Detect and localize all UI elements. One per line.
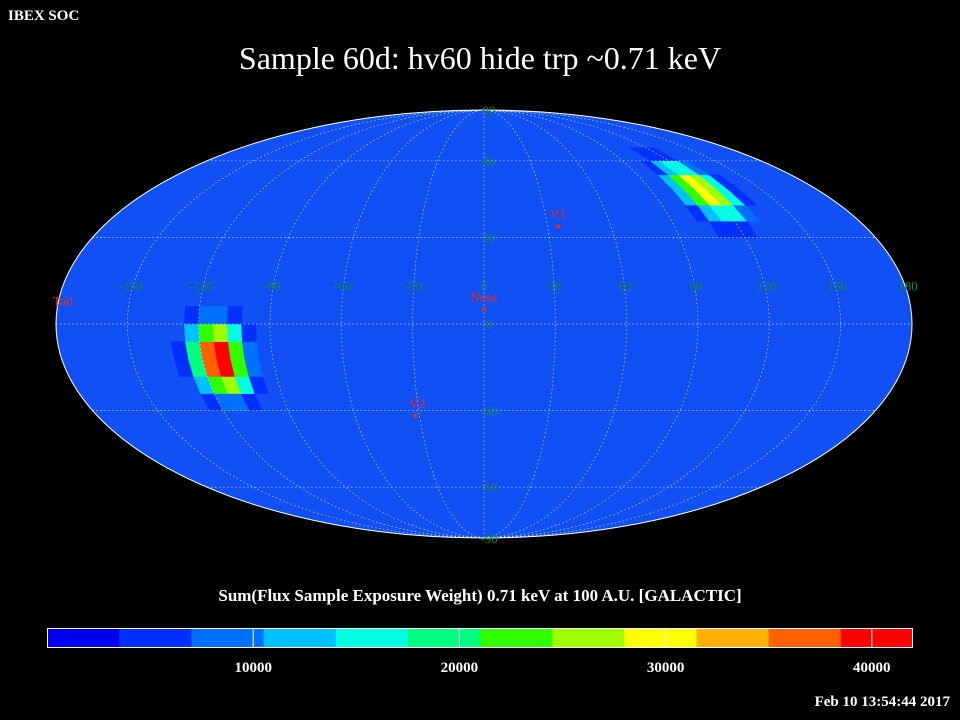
marker-dot-nose xyxy=(482,307,486,312)
marker-label-v2: V2 xyxy=(409,396,425,411)
latitude-label: 60 xyxy=(483,154,496,169)
meridian-line xyxy=(483,110,556,538)
timestamp: Feb 10 13:54:44 2017 xyxy=(814,694,950,710)
longitude-label: 150 xyxy=(828,279,848,294)
longitude-label: -60 xyxy=(334,279,351,294)
org-label: IBEX SOC xyxy=(8,8,80,24)
colorbar-swatch xyxy=(119,628,192,648)
colorbar-swatch xyxy=(840,628,914,648)
colorbar-swatch xyxy=(191,628,265,648)
colorbar-swatch xyxy=(768,628,842,648)
latitude-label: -90 xyxy=(480,531,497,546)
longitude-label: 60 xyxy=(619,279,632,294)
colorbar-swatch xyxy=(407,628,481,648)
colorbar-swatch xyxy=(47,628,120,648)
marker-label-nose: Nose xyxy=(471,289,498,304)
flux-cell xyxy=(708,174,741,190)
colorbar-swatch xyxy=(552,628,625,648)
flux-cell xyxy=(226,323,243,342)
latitude-label: 30 xyxy=(483,231,496,246)
longitude-label: 120 xyxy=(757,279,777,294)
longitude-label: 180 xyxy=(898,279,918,294)
flux-cell xyxy=(184,323,200,342)
flux-cell xyxy=(212,323,229,342)
marker-dot-v2 xyxy=(413,414,418,418)
colorbar-swatch xyxy=(335,628,409,648)
colorbar-tick-label: 30000 xyxy=(646,660,685,676)
marker-label-v1: V1 xyxy=(550,207,566,222)
latitude-label: -60 xyxy=(480,480,497,495)
map-outline xyxy=(55,109,913,539)
flux-cell xyxy=(241,323,257,342)
colorbar-swatch xyxy=(696,628,770,648)
flux-cell xyxy=(198,323,215,342)
latitude-label: 90 xyxy=(483,103,496,118)
meridian-line xyxy=(412,110,485,538)
flux-cell xyxy=(242,341,260,360)
colorbar-tick-label: 10000 xyxy=(234,660,272,676)
longitude-label: 30 xyxy=(548,279,561,294)
plot-title: Sample 60d: hv60 hide trp ~0.71 keV xyxy=(238,40,722,76)
flux-cell xyxy=(226,306,243,325)
colorbar-swatch xyxy=(263,628,337,648)
longitude-label: -150 xyxy=(119,279,143,294)
longitude-label: 90 xyxy=(690,279,703,294)
flux-cell xyxy=(644,147,679,162)
longitude-label: -90 xyxy=(263,279,280,294)
colorbar-swatch xyxy=(624,628,698,648)
flux-cell xyxy=(198,306,215,325)
colorbar xyxy=(47,628,914,648)
meridian-line xyxy=(269,110,485,538)
longitude-label: -30 xyxy=(405,279,422,294)
colorbar-tick-label: 40000 xyxy=(853,660,891,676)
marker-label-tail: Tail xyxy=(53,293,73,308)
colorbar-label: Sum(Flux Sample Exposure Weight) 0.71 ke… xyxy=(218,586,742,605)
colorbar-border xyxy=(47,628,913,648)
flux-cell xyxy=(184,306,200,325)
meridian-line xyxy=(483,110,699,538)
longitude-label: 0 xyxy=(481,279,488,294)
flux-cell xyxy=(212,306,229,325)
longitude-label: -120 xyxy=(189,279,213,294)
flux-cell xyxy=(213,341,231,360)
latitude-label: -30 xyxy=(480,404,497,419)
colorbar-tick-label: 20000 xyxy=(440,660,479,676)
marker-dot-v1 xyxy=(556,224,561,229)
flux-cell xyxy=(227,341,246,360)
colorbar-swatch xyxy=(480,628,553,648)
latitude-label: 0 xyxy=(486,317,493,332)
